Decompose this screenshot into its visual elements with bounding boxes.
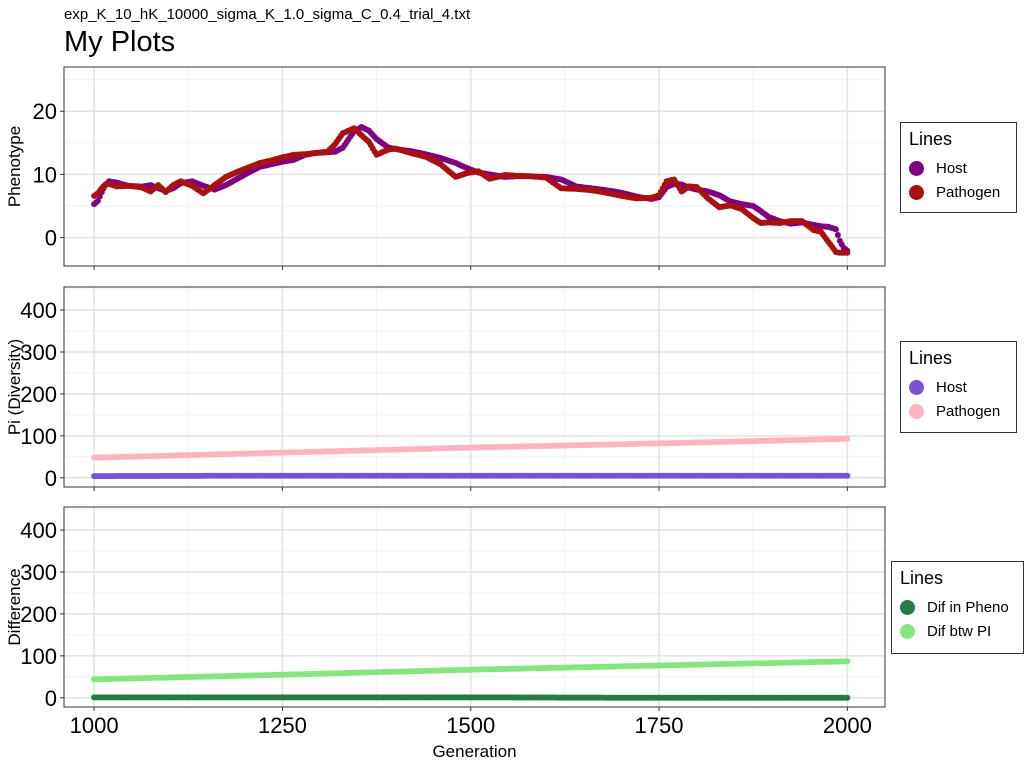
legend-item-pathogen: Pathogen xyxy=(909,399,1008,423)
series-pathogen xyxy=(91,125,851,256)
y-tick-label: 200 xyxy=(20,382,57,407)
panel-border xyxy=(63,286,886,488)
y-tick-label: 100 xyxy=(20,644,57,669)
y-tick-label: 200 xyxy=(20,602,57,627)
y-tick-label: 300 xyxy=(20,560,57,585)
series-host xyxy=(91,472,851,480)
legend-key-dif-btw-pi xyxy=(900,623,915,639)
x-tick-label: 1750 xyxy=(635,713,684,738)
panel-phenotype: 0 10 20 Phenotype xyxy=(5,66,886,270)
x-tick-label: 1250 xyxy=(258,713,307,738)
data-point xyxy=(833,226,839,233)
legend-title: Lines xyxy=(909,129,953,149)
panel-background xyxy=(64,67,885,266)
data-point xyxy=(844,694,851,701)
y-axis-label: Pi (Diversity) xyxy=(5,339,24,435)
panel-background xyxy=(64,507,885,707)
legend-item-dif-btw-pi: Dif btw PI xyxy=(900,619,1015,643)
legend-key-pathogen xyxy=(909,403,924,419)
legend-key-host xyxy=(909,160,924,176)
legend-item-host: Host xyxy=(909,375,1008,399)
legend-label-pathogen: Pathogen xyxy=(936,183,1001,201)
chart-title: My Plots xyxy=(64,26,176,58)
panel-difference: 0 100 200 300 400 Difference 1000 1250 1500 1750 2… xyxy=(5,506,886,761)
legend-title: Lines xyxy=(900,568,944,588)
legend-key-pathogen xyxy=(909,184,924,200)
series-dif-in-pheno xyxy=(91,694,851,701)
data-point xyxy=(844,435,851,442)
x-tick-label: 1500 xyxy=(446,713,495,738)
y-axis-label: Difference xyxy=(5,568,24,645)
legend-key-dif-in-pheno xyxy=(900,599,915,615)
x-tick-label: 1000 xyxy=(70,713,119,738)
legend-key-host xyxy=(909,379,924,395)
y-axis-label: Phenotype xyxy=(5,126,24,207)
y-tick-label: 400 xyxy=(20,298,57,323)
legend-item-dif-in-pheno: Dif in Pheno xyxy=(900,595,1015,619)
y-tick-label: 300 xyxy=(20,340,57,365)
data-point xyxy=(844,658,851,665)
legend-label-host: Host xyxy=(936,159,967,177)
legend-item-host: Host xyxy=(909,156,1008,180)
chart-subtitle: exp_K_10_hK_10000_sigma_K_1.0_sigma_C_0.… xyxy=(64,6,471,23)
y-tick-label: 20 xyxy=(33,99,57,124)
series-pathogen xyxy=(91,435,851,461)
x-axis-label: Generation xyxy=(432,742,516,761)
legend-label-pathogen: Pathogen xyxy=(936,402,1001,420)
legend-difference: Lines Dif in Pheno Dif btw PI xyxy=(891,561,1024,654)
legend-label-dif-btw-pi: Dif btw PI xyxy=(927,622,992,640)
legend-label-host: Host xyxy=(936,378,967,396)
y-tick-label: 100 xyxy=(20,424,57,449)
y-tick-label: 10 xyxy=(33,162,57,187)
legend-title: Lines xyxy=(909,348,953,368)
panel-border xyxy=(63,66,886,267)
legend-phenotype: Lines Host Pathogen xyxy=(900,122,1017,213)
legend-item-pathogen: Pathogen xyxy=(909,180,1008,204)
x-tick-label: 2000 xyxy=(823,713,872,738)
data-point xyxy=(844,249,851,256)
panel-border xyxy=(63,506,886,708)
panel-pi-diversity: 0 100 200 300 400 Pi (Diversity) xyxy=(5,286,886,491)
y-tick-label: 0 xyxy=(45,226,57,251)
legend-label-dif-in-pheno: Dif in Pheno xyxy=(927,598,1009,616)
y-tick-label: 0 xyxy=(45,466,57,491)
y-tick-label: 400 xyxy=(20,518,57,543)
data-point xyxy=(834,232,841,238)
data-point xyxy=(844,472,851,479)
series-dif-btw-pi xyxy=(91,658,851,683)
y-tick-label: 0 xyxy=(45,686,57,711)
legend-diversity: Lines Host Pathogen xyxy=(900,341,1017,433)
